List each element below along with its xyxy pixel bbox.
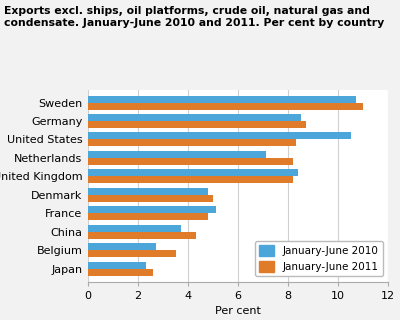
Bar bbox=[88, 102, 363, 109]
Bar bbox=[88, 195, 213, 202]
X-axis label: Per cent: Per cent bbox=[215, 306, 261, 316]
Bar bbox=[88, 188, 208, 195]
Bar bbox=[88, 213, 208, 220]
Bar bbox=[88, 114, 300, 121]
Bar bbox=[88, 232, 196, 239]
Bar bbox=[88, 262, 146, 269]
Bar bbox=[88, 169, 298, 176]
Bar bbox=[88, 140, 296, 147]
Bar bbox=[88, 151, 266, 158]
Bar bbox=[88, 132, 350, 140]
Bar bbox=[88, 176, 293, 183]
Bar bbox=[88, 250, 176, 257]
Bar bbox=[88, 121, 306, 128]
Bar bbox=[88, 206, 216, 213]
Bar bbox=[88, 158, 293, 165]
Bar bbox=[88, 269, 153, 276]
Bar bbox=[88, 243, 156, 250]
Text: Exports excl. ships, oil platforms, crude oil, natural gas and
condensate. Janua: Exports excl. ships, oil platforms, crud… bbox=[4, 6, 384, 28]
Bar bbox=[88, 225, 180, 232]
Legend: January-June 2010, January-June 2011: January-June 2010, January-June 2011 bbox=[254, 241, 383, 276]
Bar bbox=[88, 95, 356, 102]
